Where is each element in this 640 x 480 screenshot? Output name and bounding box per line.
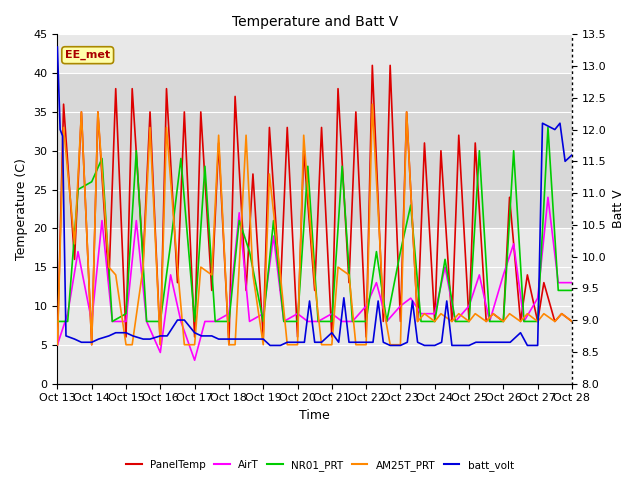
X-axis label: Time: Time (300, 409, 330, 422)
Y-axis label: Temperature (C): Temperature (C) (15, 158, 28, 260)
Bar (58, 73, 572, 228)
Title: Temperature and Batt V: Temperature and Batt V (232, 15, 398, 29)
Y-axis label: Batt V: Batt V (612, 190, 625, 228)
Legend: PanelTemp, AirT, NR01_PRT, AM25T_PRT, batt_volt: PanelTemp, AirT, NR01_PRT, AM25T_PRT, ba… (122, 456, 518, 475)
Text: EE_met: EE_met (65, 50, 110, 60)
